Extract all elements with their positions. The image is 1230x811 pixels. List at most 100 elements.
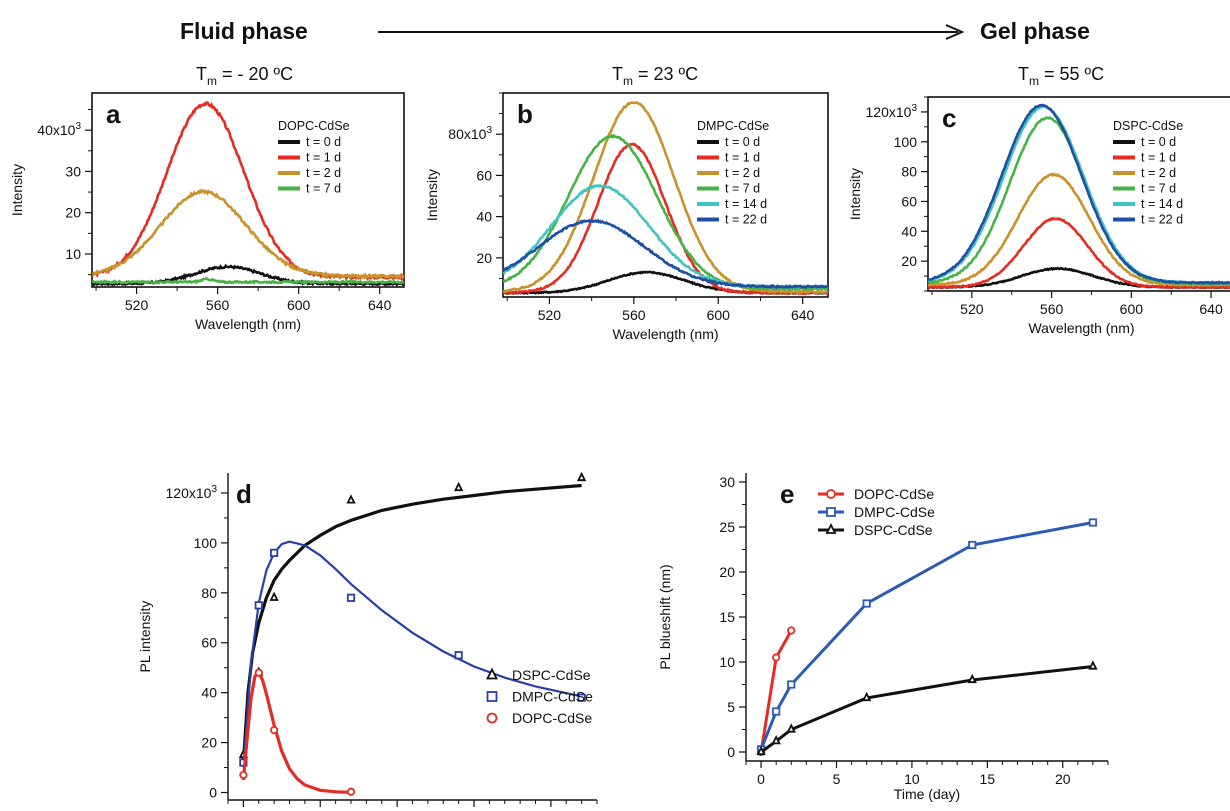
- y-axis-title: Intensity: [847, 168, 863, 220]
- panel-b: 520 560 600 640 20 40 60 80x103 Wavelength (nm) I…: [424, 92, 829, 342]
- y-tick-label: 0: [727, 744, 735, 760]
- y-tick-label: 100: [194, 535, 218, 551]
- marker-triangle: [967, 673, 977, 684]
- panel-a: 520 560 600 640 10 20 30 40x103 Wavelength (nm) I…: [9, 92, 405, 332]
- marker-triangle: [786, 723, 796, 733]
- marker-circle: [787, 626, 796, 635]
- y-tick-label: 20: [476, 250, 492, 266]
- y-tick-label: 40: [201, 685, 217, 701]
- legend-label: t = 1 d: [725, 151, 760, 165]
- legend-label: t = 14 d: [725, 197, 767, 211]
- legend-label: t = 7 d: [725, 182, 760, 196]
- panel-e: 0 5 10 15 20 0 5 10 15 20 25 30 Time (day) PL blueshi…: [657, 473, 1109, 802]
- legend-title: DMPC-CdSe: [697, 119, 769, 133]
- tm-label-b: Tm = 23 ºC: [612, 64, 698, 88]
- legend-label: t = 22 d: [725, 213, 767, 227]
- y-tick-label: 10: [719, 654, 735, 670]
- y-tick-label: 80: [901, 164, 917, 180]
- y-tick-label: 0: [209, 785, 217, 801]
- x-tick-label: 560: [206, 297, 230, 313]
- x-tick-label: 520: [538, 307, 562, 323]
- fluid-phase-label: Fluid phase: [180, 18, 308, 44]
- tm-label-c: Tm = 55 ºC: [1018, 64, 1104, 88]
- series-line: [928, 172, 1230, 288]
- panel-letter: b: [517, 99, 533, 129]
- arrow-head-icon: [945, 24, 965, 40]
- legend-label: DSPC-CdSe: [512, 667, 591, 683]
- series-line: [760, 665, 1094, 754]
- y-tick-label: 60: [201, 635, 217, 651]
- tm-label-a: Tm = - 20 ºC: [196, 64, 293, 88]
- marker-triangle: [1088, 660, 1098, 670]
- y-tick-label: 100: [894, 134, 918, 150]
- x-tick-label: 10: [904, 771, 920, 787]
- y-tick-label: 40x103: [37, 121, 81, 138]
- y-tick-label: 5: [727, 699, 735, 715]
- marker-triangle: [756, 745, 766, 756]
- y-tick-label: 20: [201, 735, 217, 751]
- marker-square: [826, 507, 836, 517]
- marker-triangle: [486, 667, 498, 680]
- marker-triangle: [576, 471, 587, 482]
- legend-label: t = 1 d: [1141, 151, 1176, 165]
- x-tick-label: 520: [125, 297, 149, 313]
- fit-curve: [241, 670, 352, 794]
- x-tick-label: 520: [960, 301, 984, 317]
- legend-label: t = 14 d: [1141, 197, 1183, 211]
- panel-letter: c: [942, 103, 956, 133]
- x-axis-title: Wavelength (nm): [195, 316, 301, 332]
- y-tick-label: 20: [65, 205, 81, 221]
- marker-circle: [270, 726, 279, 735]
- legend-label: DMPC-CdSe: [854, 504, 935, 520]
- marker-circle: [239, 770, 248, 780]
- marker-triangle: [825, 522, 837, 534]
- series-line: [503, 218, 828, 290]
- marker-square: [486, 691, 498, 702]
- y-tick-label: 80x103: [448, 125, 492, 142]
- legend-label: t = 2 d: [1141, 166, 1176, 180]
- series-line: [928, 103, 1230, 286]
- series-line: [92, 188, 404, 280]
- x-tick-label: 560: [622, 307, 646, 323]
- legend-label: t = 2 d: [306, 166, 341, 180]
- y-axis-title: PL blueshift (nm): [657, 564, 673, 669]
- marker-square: [772, 707, 781, 716]
- fit-curve: [241, 483, 582, 763]
- legend-label: DMPC-CdSe: [512, 689, 593, 705]
- legend-title: DSPC-CdSe: [1113, 119, 1183, 133]
- marker-triangle: [269, 591, 279, 601]
- fit-curve: [242, 540, 582, 768]
- marker-circle: [346, 787, 356, 796]
- panel-c: 520 560 600 640 20 40 60 80 100 120x103 Wavelength…: [847, 96, 1230, 336]
- legend-label: DOPC-CdSe: [512, 710, 592, 726]
- y-tick-label: 30: [719, 474, 735, 490]
- marker-square: [1088, 518, 1098, 527]
- x-tick-label: 600: [1120, 301, 1144, 317]
- series-line: [92, 276, 404, 286]
- marker-square: [787, 680, 796, 689]
- panel-d: 05101520020406080100120x103Time (day)PL …: [137, 471, 598, 811]
- panel-letter: e: [780, 479, 794, 509]
- marker-triangle: [771, 734, 781, 745]
- series-line: [928, 217, 1230, 290]
- y-tick-label: 25: [719, 519, 735, 535]
- legend-label: t = 1 d: [306, 151, 341, 165]
- x-tick-label: 640: [791, 307, 815, 323]
- x-axis-title: Wavelength (nm): [612, 326, 718, 342]
- y-axis-title: PL intensity: [137, 601, 153, 673]
- series-line: [759, 521, 1094, 750]
- plot-frame: [927, 96, 1230, 292]
- legend-label: t = 7 d: [1141, 182, 1176, 196]
- y-tick-label: 60: [476, 167, 492, 183]
- marker-square: [346, 593, 356, 602]
- y-tick-label: 20: [901, 253, 917, 269]
- x-tick-label: 560: [1040, 301, 1064, 317]
- marker-circle: [772, 653, 781, 662]
- y-tick-label: 40: [476, 209, 492, 225]
- x-tick-label: 600: [287, 297, 311, 313]
- legend-label: t = 2 d: [725, 166, 760, 180]
- x-tick-label: 640: [368, 297, 392, 313]
- y-tick-label: 30: [65, 163, 81, 179]
- y-tick-label: 120x103: [866, 103, 918, 120]
- x-tick-label: 0: [757, 771, 765, 787]
